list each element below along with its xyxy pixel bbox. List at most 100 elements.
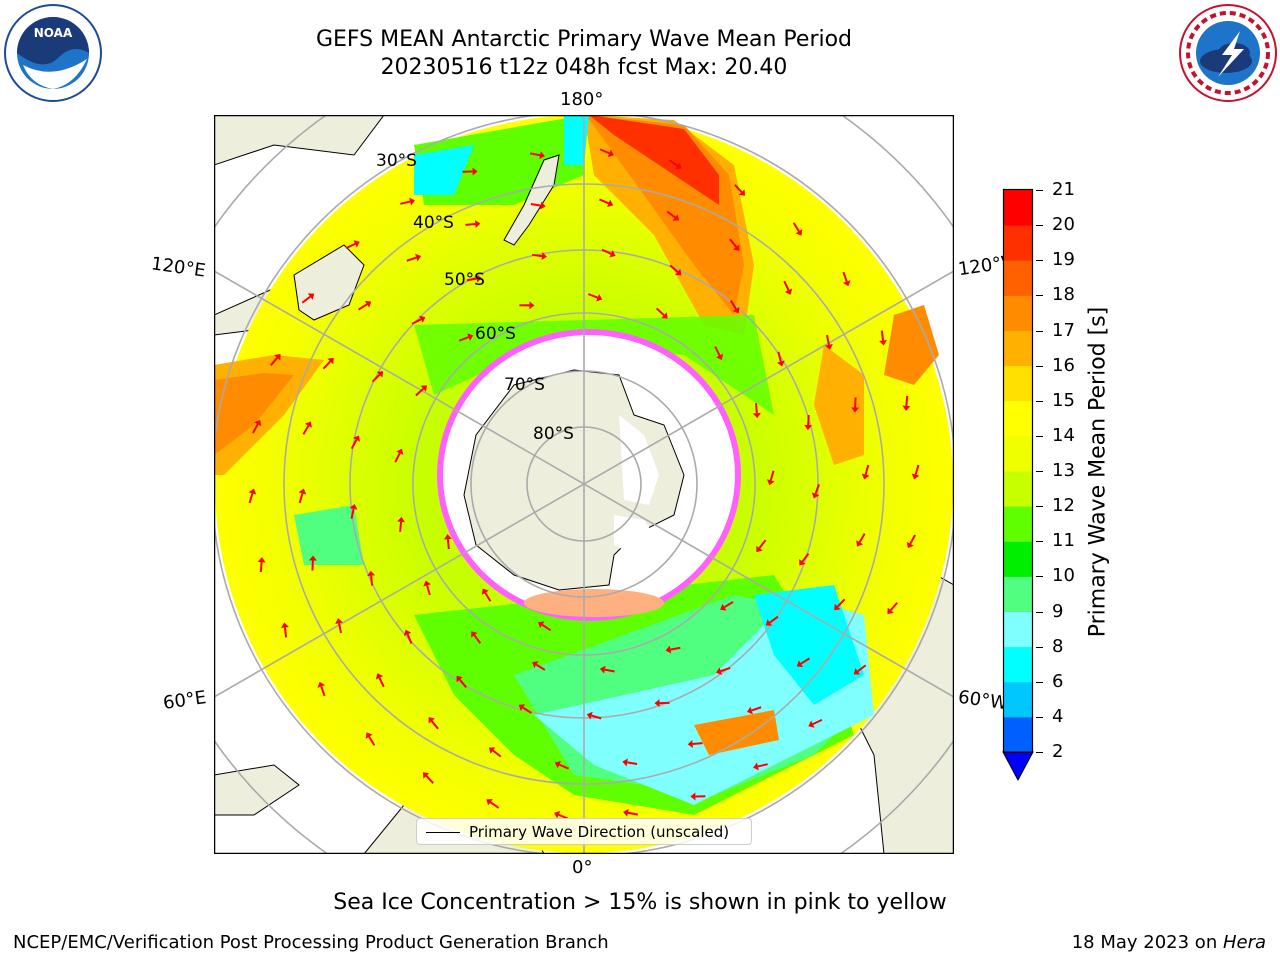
wave-arrow-shaft xyxy=(668,159,679,167)
lon-label-60e: 60°E xyxy=(161,687,208,714)
colorbar-tick-label: 18 xyxy=(1052,284,1075,306)
colorbar-tick-mark xyxy=(1036,646,1043,648)
wave-arrow-shaft xyxy=(800,657,810,665)
wave-arrow-head xyxy=(554,811,561,819)
wave-arrow-shaft xyxy=(350,508,355,519)
wave-arrow-shaft xyxy=(320,686,326,697)
colorbar-tick-label: 20 xyxy=(1052,214,1075,236)
wave-arrow-shaft xyxy=(406,633,413,644)
wave-arrow-head xyxy=(622,758,628,767)
footer-date-prefix: 18 May 2023 on xyxy=(1071,932,1223,953)
wave-arrow-shaft xyxy=(889,602,899,611)
wave-arrow-shaft xyxy=(400,200,411,205)
wave-arrow-shaft xyxy=(535,663,546,671)
wave-arrow-shaft xyxy=(394,452,401,463)
wave-arrow-head xyxy=(765,619,773,626)
colorbar-label: Primary Wave Mean Period [s] xyxy=(1085,306,1111,638)
wave-arrow-head xyxy=(456,675,463,683)
wave-arrow-shaft xyxy=(599,198,610,205)
wave-arrow-head xyxy=(317,681,326,688)
wave-arrow-head xyxy=(799,559,806,566)
wave-arrow-shaft xyxy=(655,307,665,316)
colorbar-tick-mark xyxy=(1036,506,1043,508)
colorbar-block xyxy=(1004,611,1032,648)
wave-arrow-head xyxy=(428,717,435,724)
wave-arrow-head xyxy=(327,357,334,365)
colorbar-tick-label: 21 xyxy=(1052,179,1075,200)
wave-arrow-head xyxy=(419,315,426,323)
lat-label-60s: 60°S xyxy=(475,324,516,344)
wave-arrow-head xyxy=(423,580,431,587)
colorbar-tick-label: 2 xyxy=(1052,741,1064,762)
wave-arrow-shaft xyxy=(252,423,259,434)
wave-arrow-shaft xyxy=(473,634,482,644)
wave-arrow-shaft xyxy=(358,303,368,311)
colorbar-tick-mark xyxy=(1036,365,1043,367)
wave-arrow-head xyxy=(911,473,920,480)
wave-arrow-shaft xyxy=(627,811,639,816)
wave-arrow-head xyxy=(471,631,478,638)
wave-arrow-shaft xyxy=(769,615,779,624)
wave-arrow-shaft xyxy=(406,256,417,262)
colorbar-tick-label: 15 xyxy=(1052,389,1075,411)
wave-arrow-shaft xyxy=(692,742,703,745)
wave-arrow-head xyxy=(280,622,289,628)
colorbar-tick-mark xyxy=(1036,260,1043,262)
wave-arrow-head xyxy=(842,280,851,287)
wave-arrow-shaft xyxy=(458,336,469,342)
wave-arrow-shaft xyxy=(783,280,790,291)
wave-arrow-head xyxy=(274,353,281,361)
wave-arrow-shaft xyxy=(259,562,263,573)
wave-arrow-head xyxy=(586,711,593,720)
wave-arrow-shaft xyxy=(836,598,846,608)
wave-arrow-shaft xyxy=(338,622,343,634)
wave-arrow-head xyxy=(397,516,406,523)
wave-arrow-shaft xyxy=(720,667,731,673)
wave-arrow-head xyxy=(811,492,820,499)
wave-arrow-shaft xyxy=(301,295,311,304)
wave-arrow-head xyxy=(532,661,539,669)
wave-arrow-head xyxy=(540,201,546,210)
wave-arrow-shaft xyxy=(399,521,403,532)
wave-arrow-head xyxy=(304,421,312,428)
wave-arrow-shaft xyxy=(531,253,543,258)
colorbar-tick-mark xyxy=(1036,400,1043,402)
colorbar-tick-label: 6 xyxy=(1052,670,1064,692)
wave-arrow-shaft xyxy=(601,248,612,255)
wave-arrow-head xyxy=(353,240,360,248)
colorbar-tick-label: 12 xyxy=(1052,495,1075,517)
wave-arrow-shaft xyxy=(880,330,885,341)
nws-logo xyxy=(1179,4,1277,102)
wave-arrow-shaft xyxy=(734,184,743,193)
wave-arrow-shaft xyxy=(801,553,810,563)
wave-arrow-shaft xyxy=(425,775,434,784)
colorbar-block xyxy=(1004,506,1032,542)
wave-arrow-head xyxy=(349,503,358,510)
colorbar-tick-mark xyxy=(1036,471,1043,472)
colorbar-block xyxy=(1004,330,1032,367)
wave-arrow-head xyxy=(308,555,317,561)
colorbar-block xyxy=(1004,435,1032,472)
lat-label-70s: 70°S xyxy=(504,375,545,395)
wave-arrow-head xyxy=(257,557,266,563)
colorbar-block xyxy=(1004,225,1032,261)
colorbar-tick-mark xyxy=(1036,752,1043,753)
colorbar-extend-arrow xyxy=(1002,751,1034,782)
wave-arrow-shaft xyxy=(792,222,800,232)
wave-arrow-head xyxy=(475,220,481,229)
wave-arrow-head xyxy=(716,353,724,360)
wave-arrow-head xyxy=(396,448,404,456)
wave-arrow-shaft xyxy=(758,539,767,549)
wave-arrow-head xyxy=(554,760,561,769)
wave-arrow-shaft xyxy=(914,464,920,475)
wave-arrow-head xyxy=(690,792,696,801)
wave-arrow-head xyxy=(796,660,804,668)
wave-arrow-head xyxy=(409,197,415,206)
wave-arrow-shaft xyxy=(842,271,848,282)
wave-arrow-head xyxy=(906,541,914,549)
colorbar-tick-mark xyxy=(1036,330,1043,332)
wave-arrow-head xyxy=(687,739,693,748)
footer-date: 18 May 2023 on Hera xyxy=(1072,932,1266,953)
wave-arrow-shaft xyxy=(558,763,569,770)
wave-arrow-head xyxy=(375,673,384,680)
